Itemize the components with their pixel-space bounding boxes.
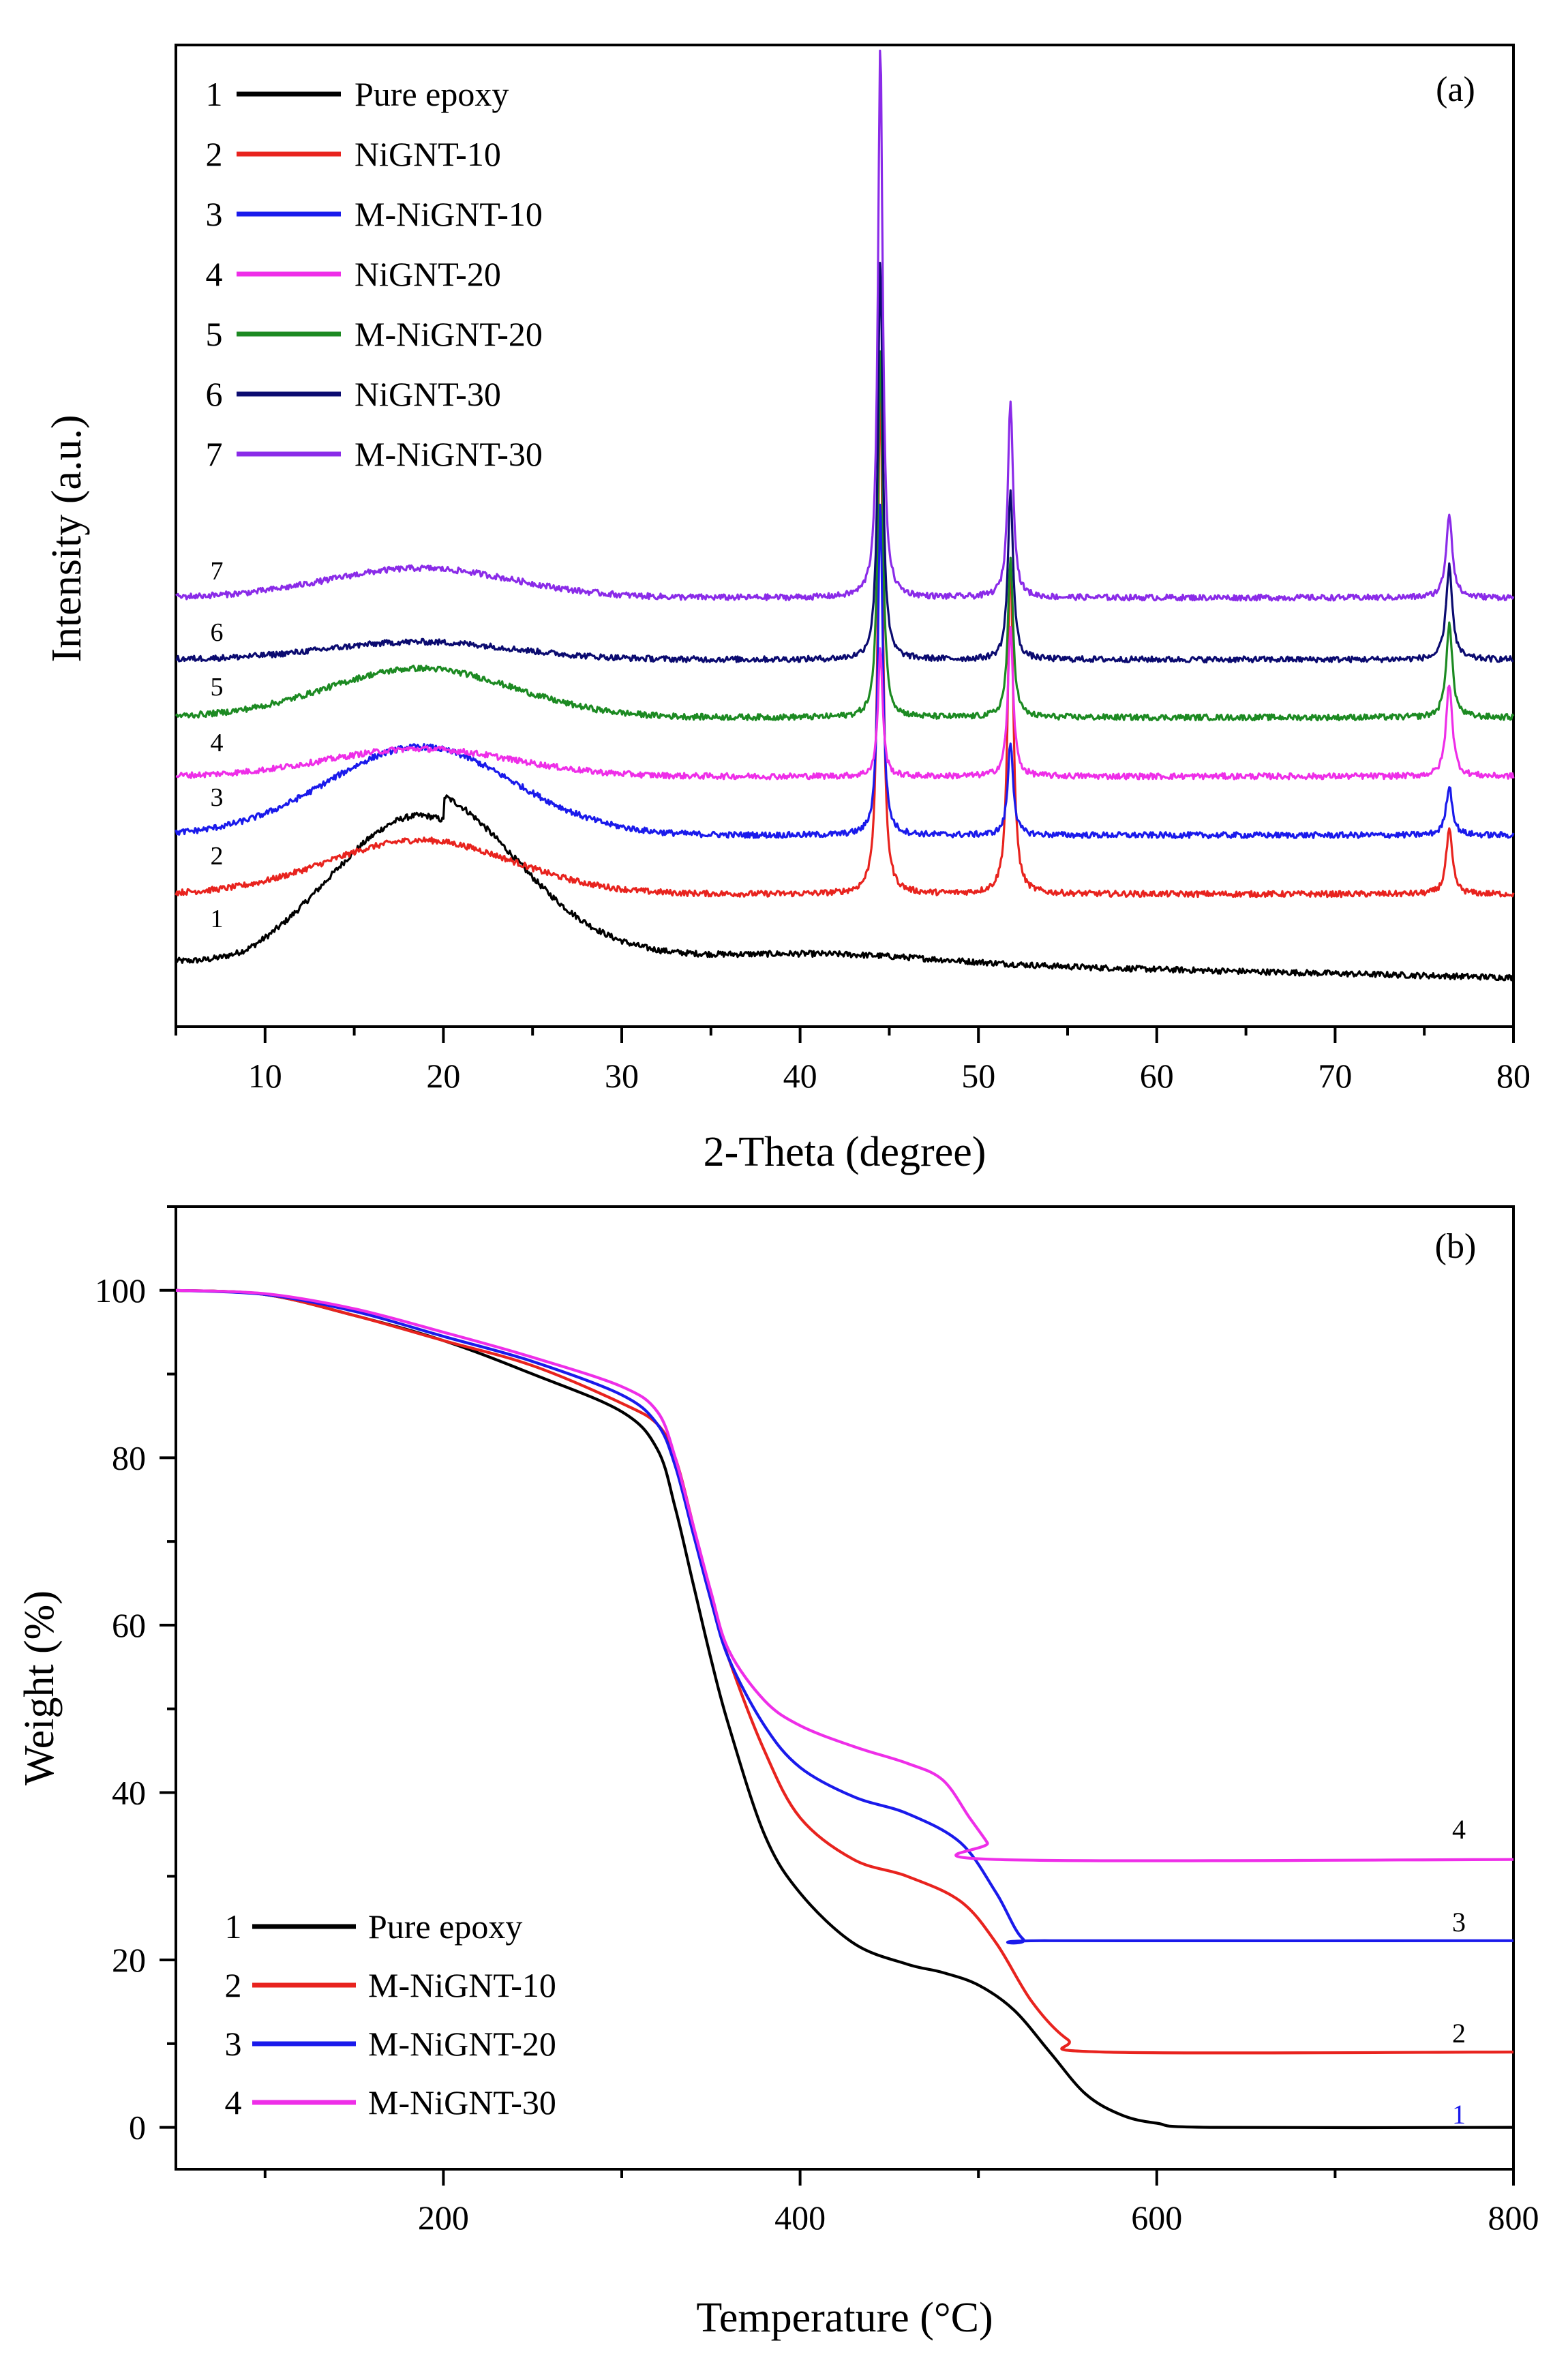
panel-a-legend-number: 1 bbox=[206, 75, 223, 113]
panel-a-legend-label: NiGNT-20 bbox=[355, 255, 501, 293]
panel-b-legend-label: M-NiGNT-10 bbox=[368, 1966, 556, 2004]
xrd-curve-6 bbox=[175, 262, 1514, 664]
panel-b-x-tick-label: 800 bbox=[1488, 2199, 1539, 2237]
panel-b-curve-label: 2 bbox=[1452, 2018, 1466, 2049]
xrd-curve-7 bbox=[175, 49, 1515, 602]
panel-b-curves bbox=[175, 1288, 1514, 2130]
panel-a-x-tick-label: 80 bbox=[1496, 1057, 1531, 1095]
panel-a-legend-label: NiGNT-30 bbox=[355, 375, 501, 413]
panel-a-legend-label: M-NiGNT-20 bbox=[355, 315, 543, 353]
tga-curve-1 bbox=[175, 1288, 1514, 2130]
panel-b-x-ticks: 200 400 600 800 bbox=[263, 2169, 1539, 2237]
panel-b-legend-number: 2 bbox=[225, 1966, 242, 2004]
panel-b-y-tick-label: 20 bbox=[112, 1941, 146, 1979]
panel-b-y-ticks: 0 20 40 60 80 100 bbox=[95, 1205, 176, 2147]
tga-curve-3 bbox=[175, 1288, 1514, 1945]
panel-b-y-tick-label: 100 bbox=[95, 1271, 146, 1310]
panel-a-legend-label: NiGNT-10 bbox=[355, 135, 501, 173]
panel-b-y-tick-label: 40 bbox=[112, 1773, 146, 1811]
panel-b-legend-number: 3 bbox=[225, 2025, 242, 2063]
panel-b-y-tick-label: 80 bbox=[112, 1438, 146, 1477]
panel-a-x-tick-label: 20 bbox=[426, 1057, 460, 1095]
panel-a-curve-label: 5 bbox=[211, 673, 224, 701]
panel-a-x-tick-label: 30 bbox=[605, 1057, 639, 1095]
panel-a-legend-label: M-NiGNT-10 bbox=[355, 195, 543, 233]
panel-a-x-tick-label: 70 bbox=[1318, 1057, 1352, 1095]
panel-a-x-axis-title: 2-Theta (degree) bbox=[704, 1129, 986, 1175]
panel-a-curve-labels: 1 2 3 4 5 6 7 bbox=[211, 557, 224, 933]
panel-b: 200 400 600 800 0 20 40 60 80 100 1 Pure epoxy 2 M-… bbox=[16, 1205, 1539, 2341]
panel-b-legend-number: 1 bbox=[225, 1907, 242, 1946]
panel-a-legend-number: 4 bbox=[206, 255, 223, 293]
panel-a-legend-number: 2 bbox=[206, 135, 223, 173]
panel-b-x-tick-label: 400 bbox=[774, 2199, 826, 2237]
panel-b-curve-label: 1 bbox=[1452, 2099, 1466, 2130]
xrd-curve-4 bbox=[175, 626, 1515, 781]
panel-b-label: (b) bbox=[1435, 1227, 1477, 1266]
tga-curve-4 bbox=[175, 1288, 1514, 1862]
panel-a-legend-number: 7 bbox=[206, 435, 223, 473]
panel-b-y-tick-label: 60 bbox=[112, 1606, 146, 1644]
panel-b-x-tick-label: 600 bbox=[1131, 2199, 1182, 2237]
panel-a-legend-number: 5 bbox=[206, 315, 223, 353]
panel-a-x-tick-label: 40 bbox=[783, 1057, 817, 1095]
panel-a-curve-label: 2 bbox=[211, 842, 224, 871]
panel-a-x-tick-label: 50 bbox=[961, 1057, 995, 1095]
xrd-curve-3 bbox=[175, 503, 1515, 839]
panel-b-legend-label: M-NiGNT-30 bbox=[368, 2083, 556, 2121]
panel-a-curve-label: 3 bbox=[211, 783, 224, 812]
panel-a-legend-label: M-NiGNT-30 bbox=[355, 435, 543, 473]
panel-b-curve-labels: 1 2 3 4 bbox=[1452, 1814, 1466, 2130]
panel-a-curve-label: 4 bbox=[211, 729, 224, 757]
panel-b-legend-number: 4 bbox=[225, 2083, 242, 2121]
panel-a-curve-label: 7 bbox=[211, 557, 224, 586]
panel-b-y-tick-label: 0 bbox=[129, 2109, 146, 2147]
panel-b-curve-label: 4 bbox=[1452, 1814, 1466, 1845]
panel-b-legend-label: Pure epoxy bbox=[368, 1907, 522, 1946]
panel-a-legend-number: 6 bbox=[206, 375, 223, 413]
panel-a: 10 20 30 40 50 60 70 80 1 Pure epoxy 2 NiGNT-10 3 M-… bbox=[44, 44, 1531, 1175]
xrd-curve-2 bbox=[175, 373, 1515, 898]
panel-b-legend: 1 Pure epoxy 2 M-NiGNT-10 3 M-NiGNT-20 4 M-NiGN… bbox=[225, 1907, 556, 2121]
panel-a-y-axis-title: Intensity (a.u.) bbox=[44, 414, 90, 662]
xrd-curve-1 bbox=[175, 794, 1515, 982]
panel-a-legend-number: 3 bbox=[206, 195, 223, 233]
panel-a-legend: 1 Pure epoxy 2 NiGNT-10 3 M-NiGNT-10 4 NiGNT-20… bbox=[206, 75, 543, 473]
panel-b-legend-label: M-NiGNT-20 bbox=[368, 2025, 556, 2063]
panel-b-curve-label: 3 bbox=[1452, 1907, 1466, 1937]
panel-a-x-tick-label: 10 bbox=[248, 1057, 282, 1095]
panel-b-x-tick-label: 200 bbox=[418, 2199, 469, 2237]
panel-a-curve-label: 1 bbox=[211, 905, 224, 933]
panel-a-curves bbox=[175, 49, 1515, 982]
panel-a-plot-frame bbox=[175, 44, 1515, 1028]
panel-a-x-ticks: 10 20 30 40 50 60 70 80 bbox=[175, 1027, 1531, 1095]
panel-a-label: (a) bbox=[1436, 70, 1475, 109]
xrd-curve-5 bbox=[175, 350, 1515, 722]
panel-a-legend-label: Pure epoxy bbox=[355, 75, 509, 113]
panel-b-plot-frame bbox=[175, 1205, 1515, 2171]
panel-a-curve-label: 6 bbox=[211, 618, 224, 647]
panel-a-x-tick-label: 60 bbox=[1140, 1057, 1174, 1095]
tga-curve-2 bbox=[175, 1288, 1514, 2055]
panel-b-y-axis-title: Weight (%) bbox=[16, 1590, 63, 1785]
panel-b-x-axis-title: Temperature (°C) bbox=[696, 2295, 993, 2341]
